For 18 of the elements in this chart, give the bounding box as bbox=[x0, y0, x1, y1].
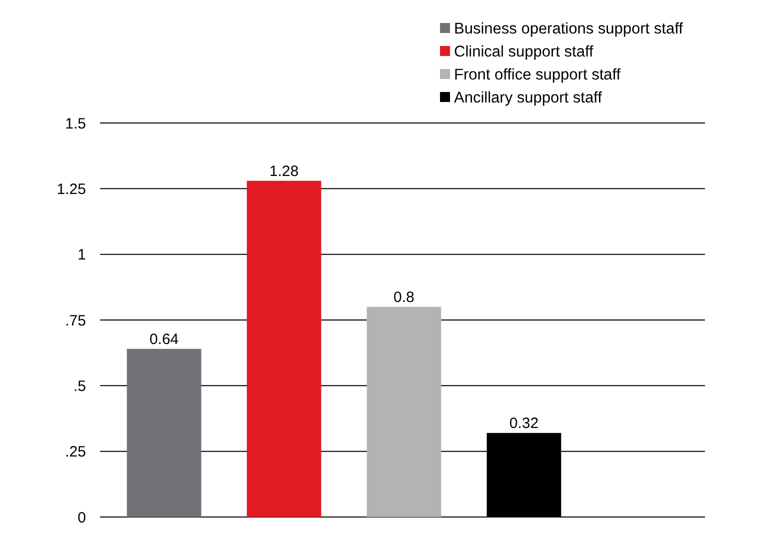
bar bbox=[366, 306, 442, 517]
y-tick-label: 0 bbox=[78, 509, 86, 526]
y-tick-label: 1 bbox=[78, 246, 86, 264]
legend-label: Front office support staff bbox=[454, 66, 622, 84]
y-tick-label: .75 bbox=[65, 312, 86, 330]
legend-label: Business operations support staff bbox=[454, 20, 684, 38]
legend-label: Ancillary support staff bbox=[454, 89, 603, 106]
y-tick-label: 1.25 bbox=[56, 180, 86, 198]
bar bbox=[126, 348, 202, 517]
y-tick-label: .25 bbox=[65, 444, 86, 461]
y-tick-label: .5 bbox=[73, 378, 86, 395]
y-tick-label: 1.5 bbox=[65, 115, 86, 132]
data-label: 0.8 bbox=[394, 288, 414, 306]
bar bbox=[246, 180, 322, 517]
data-label: 0.64 bbox=[149, 330, 179, 348]
data-label: 0.32 bbox=[509, 414, 539, 432]
legend-label: Clinical support staff bbox=[454, 43, 594, 60]
data-label: 1.28 bbox=[269, 162, 299, 180]
